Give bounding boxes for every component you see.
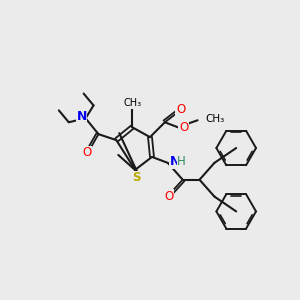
Text: S: S — [132, 171, 140, 184]
Text: N: N — [76, 110, 87, 123]
Text: H: H — [177, 155, 186, 168]
Text: CH₃: CH₃ — [206, 114, 225, 124]
Text: O: O — [176, 103, 185, 116]
Text: O: O — [164, 190, 173, 203]
Text: CH₃: CH₃ — [123, 98, 141, 108]
Text: O: O — [82, 146, 91, 160]
Text: O: O — [179, 121, 188, 134]
Text: N: N — [169, 155, 180, 168]
